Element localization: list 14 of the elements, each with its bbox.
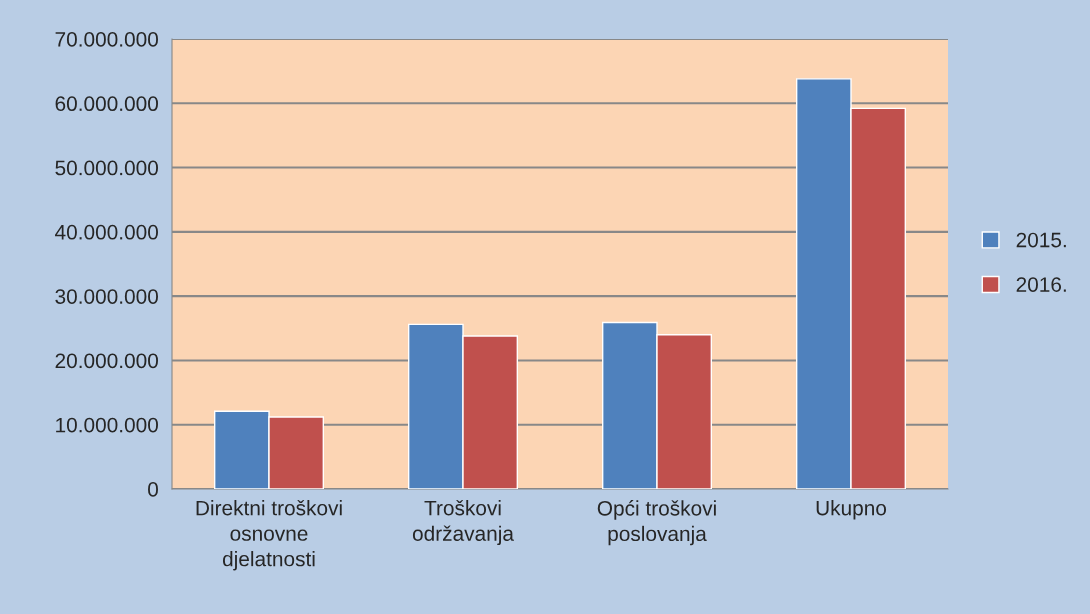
x-tick-label: Opći troškovi poslovanja <box>597 500 716 546</box>
y-tick-label: 60.000.000 <box>55 96 158 112</box>
y-tick-label: 70.000.000 <box>55 32 158 47</box>
y-tick-label: 10.000.000 <box>56 417 158 433</box>
y-tick-label: 40.000.000 <box>55 224 158 240</box>
y-tick-label: 30.000.000 <box>55 289 158 304</box>
y-tick-label: 0 <box>148 482 158 497</box>
legend-label: 2015. <box>1016 232 1066 248</box>
x-tick-label: Direktni troškovi osnovne djelatnosti <box>196 500 342 571</box>
legend-label: 2016. <box>1016 277 1066 292</box>
y-tick-label: 50.000.000 <box>55 160 158 176</box>
x-tick-label: Ukupno <box>816 500 887 520</box>
x-tick-label: Troškovi održavanja <box>412 500 514 546</box>
y-tick-label: 20.000.000 <box>55 353 158 369</box>
